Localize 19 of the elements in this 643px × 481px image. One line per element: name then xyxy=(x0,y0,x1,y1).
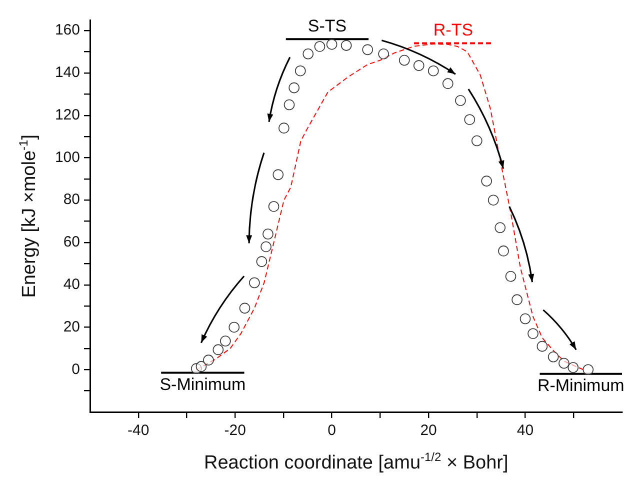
x-tick-label: -20 xyxy=(224,422,246,440)
y-tick-label: 140 xyxy=(54,64,80,82)
y-tick-label: 80 xyxy=(63,191,80,208)
x-tick-label: -40 xyxy=(128,422,150,440)
y-tick-label: 60 xyxy=(63,234,80,251)
series-label: R-TS xyxy=(433,20,474,40)
series-label: S-TS xyxy=(308,16,347,36)
series-label: R-Minimum xyxy=(537,376,624,396)
x-tick-label: 20 xyxy=(420,422,437,440)
y-tick-label: 0 xyxy=(72,360,80,378)
y-tick-label: 100 xyxy=(54,148,80,166)
y-tick-label: 40 xyxy=(63,276,80,294)
y-tick-label: 160 xyxy=(54,22,80,39)
x-axis-title: Reaction coordinate [amu$^{-1/2}$ × Bohr] xyxy=(204,450,508,474)
y-tick-label: 20 xyxy=(63,318,80,336)
x-tick-label: 40 xyxy=(516,422,534,440)
y-tick-label: 120 xyxy=(54,106,80,124)
x-tick-label: 0 xyxy=(328,422,336,440)
series-label: S-Minimum xyxy=(160,374,246,394)
